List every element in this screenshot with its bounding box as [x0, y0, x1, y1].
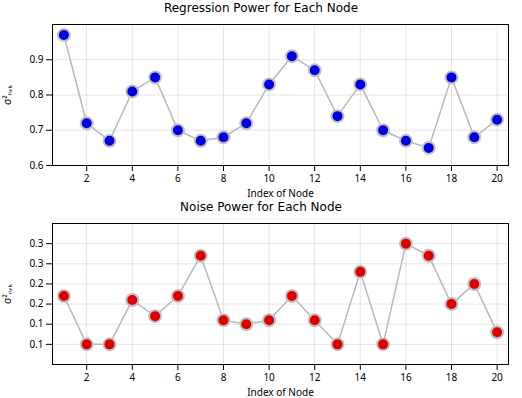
- svg-text:0.7: 0.7: [29, 122, 43, 136]
- svg-text:0.8: 0.8: [29, 87, 43, 101]
- svg-text:18: 18: [446, 370, 458, 384]
- svg-text:6: 6: [175, 370, 181, 384]
- svg-text:20: 20: [491, 171, 503, 185]
- svg-text:10: 10: [263, 171, 275, 185]
- svg-text:16: 16: [400, 370, 412, 384]
- svg-text:Index of Node: Index of Node: [247, 385, 314, 398]
- svg-text:2: 2: [84, 370, 90, 384]
- svg-text:2: 2: [84, 171, 90, 185]
- svg-text:4: 4: [129, 171, 135, 185]
- html-text:Regression Power for Each Node: Regression Power for Each Node: [163, 1, 359, 15]
- svg-text:14: 14: [355, 171, 367, 185]
- svg-text:0.6: 0.6: [29, 158, 43, 172]
- html-text:Noise Power for Each Node: Noise Power for Each Node: [180, 200, 342, 214]
- svg-text:0.1: 0.1: [29, 316, 43, 330]
- svg-text:0.2: 0.2: [29, 296, 43, 310]
- svg-text:20: 20: [491, 370, 503, 384]
- svg-text:σ²ₕ,ₖ: σ²ₕ,ₖ: [0, 85, 14, 105]
- svg-text:0.2: 0.2: [29, 276, 43, 290]
- svg-text:18: 18: [446, 171, 458, 185]
- svg-text:6: 6: [175, 171, 181, 185]
- svg-text:0.3: 0.3: [29, 256, 43, 270]
- svg-text:σ²ₙ,ₖ: σ²ₙ,ₖ: [0, 284, 14, 304]
- svg-text:8: 8: [221, 370, 227, 384]
- svg-text:Index of Node: Index of Node: [247, 186, 314, 200]
- svg-text:12: 12: [309, 370, 321, 384]
- svg-text:0.3: 0.3: [29, 236, 43, 250]
- svg-text:10: 10: [263, 370, 275, 384]
- svg-text:0.9: 0.9: [29, 52, 43, 66]
- svg-text:12: 12: [309, 171, 321, 185]
- svg-text:0.1: 0.1: [29, 337, 43, 351]
- svg-text:8: 8: [221, 171, 227, 185]
- svg-text:14: 14: [355, 370, 367, 384]
- svg-text:16: 16: [400, 171, 412, 185]
- svg-text:4: 4: [129, 370, 135, 384]
